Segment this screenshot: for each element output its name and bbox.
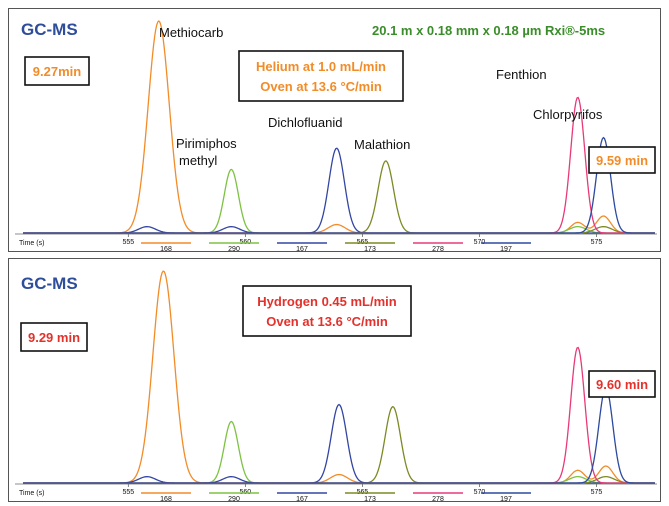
x-tick-label: 575 [591, 489, 603, 496]
bottom-traces [23, 270, 655, 484]
trace-ion-290 [23, 168, 655, 234]
x-tick-label: 570 [474, 489, 486, 496]
chromatogram-panel-bottom: Time (s)55556056557057516829016717327819… [8, 258, 661, 503]
trace-ion-173 [23, 160, 655, 234]
legend-label-197: 197 [500, 496, 512, 503]
top-traces [23, 20, 655, 234]
legend-label-173: 173 [364, 246, 376, 253]
rt-annotation-bottom-left: 9.29 min [28, 330, 80, 345]
rt-annotation-top-left: 9.27min [33, 64, 81, 79]
chromatogram-bottom-svg: Time (s)55556056557057516829016717327819… [15, 270, 657, 503]
chromatogram-panel-top: Time (s)55556056557057516829016717327819… [8, 8, 661, 253]
compound-label-malathion: Malathion [354, 137, 410, 152]
legend-label-168: 168 [160, 496, 172, 503]
legend-label-278: 278 [432, 246, 444, 253]
x-tick-label: 555 [122, 489, 134, 496]
x-axis-label: Time (s) [19, 490, 44, 497]
legend-label-278: 278 [432, 496, 444, 503]
conditions-top-line2: Oven at 13.6 °C/min [260, 79, 382, 94]
trace-ion-278 [23, 346, 655, 484]
gcms-label-bottom: GC-MS [21, 274, 78, 293]
trace-ion-197 [23, 136, 655, 234]
column-spec-text: 20.1 m x 0.18 mm x 0.18 µm Rxi®-5ms [372, 23, 605, 38]
rt-box-top-right [588, 146, 656, 174]
x-axis-label: Time (s) [19, 240, 44, 247]
trace-ion-167 [23, 403, 655, 484]
rt-annotation-top-right: 9.59 min [596, 153, 648, 168]
rt-box-top-left [24, 56, 90, 86]
trace-ion-290 [23, 420, 655, 484]
gcms-label-top: GC-MS [21, 20, 78, 39]
x-tick-label: 555 [122, 239, 134, 246]
legend-label-167: 167 [296, 496, 308, 503]
rt-box-bottom-right [588, 370, 656, 398]
legend-label-290: 290 [228, 246, 240, 253]
trace-ion-167 [23, 147, 655, 234]
trace-ion-197 [23, 386, 655, 484]
rt-box-bottom-left [20, 322, 88, 352]
conditions-bottom-line2: Oven at 13.6 °C/min [266, 314, 388, 329]
legend-label-167: 167 [296, 246, 308, 253]
rt-annotation-bottom-right: 9.60 min [596, 377, 648, 392]
legend-label-197: 197 [500, 246, 512, 253]
conditions-top-line1: Helium at 1.0 mL/min [256, 59, 386, 74]
legend-label-168: 168 [160, 246, 172, 253]
compound-label-pirimiphos-line2: methyl [179, 153, 217, 168]
compound-label-chlorpyrifos: Chlorpyrifos [533, 107, 603, 122]
compound-label-fenthion: Fenthion [496, 67, 547, 82]
legend-label-173: 173 [364, 496, 376, 503]
compound-label-methiocarb: Methiocarb [159, 25, 223, 40]
x-tick-label: 570 [474, 239, 486, 246]
trace-ion-173 [23, 405, 655, 484]
chromatogram-top-svg: Time (s)55556056557057516829016717327819… [15, 20, 657, 253]
conditions-bottom-line1: Hydrogen 0.45 mL/min [257, 294, 396, 309]
compound-label-pirimiphos-line1: Pirimiphos [176, 136, 237, 151]
compound-label-dichlofluanid: Dichlofluanid [268, 115, 342, 130]
conditions-box-bottom [242, 285, 412, 337]
conditions-box-top [238, 50, 404, 102]
legend-label-290: 290 [228, 496, 240, 503]
bottom-axis: Time (s)55556056557057516829016717327819… [15, 483, 657, 503]
top-axis: Time (s)55556056557057516829016717327819… [15, 233, 657, 253]
x-tick-label: 575 [591, 239, 603, 246]
